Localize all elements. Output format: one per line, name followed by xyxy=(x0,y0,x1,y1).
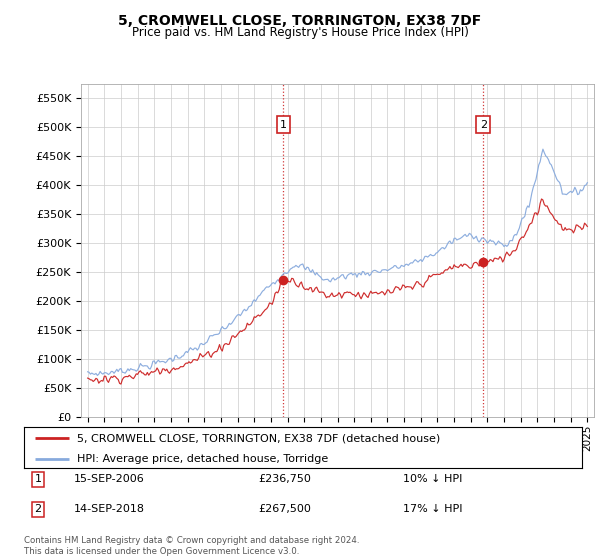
Text: 15-SEP-2006: 15-SEP-2006 xyxy=(74,474,145,484)
Text: 14-SEP-2018: 14-SEP-2018 xyxy=(74,504,145,514)
Text: 10% ↓ HPI: 10% ↓ HPI xyxy=(403,474,463,484)
Text: 2: 2 xyxy=(34,504,41,514)
Text: 2: 2 xyxy=(479,120,487,129)
Text: Contains HM Land Registry data © Crown copyright and database right 2024.
This d: Contains HM Land Registry data © Crown c… xyxy=(24,536,359,556)
Text: 5, CROMWELL CLOSE, TORRINGTON, EX38 7DF: 5, CROMWELL CLOSE, TORRINGTON, EX38 7DF xyxy=(118,14,482,28)
Text: £236,750: £236,750 xyxy=(259,474,311,484)
Text: 17% ↓ HPI: 17% ↓ HPI xyxy=(403,504,463,514)
Text: Price paid vs. HM Land Registry's House Price Index (HPI): Price paid vs. HM Land Registry's House … xyxy=(131,26,469,39)
Text: 1: 1 xyxy=(280,120,287,129)
Text: £267,500: £267,500 xyxy=(259,504,311,514)
Text: 5, CROMWELL CLOSE, TORRINGTON, EX38 7DF (detached house): 5, CROMWELL CLOSE, TORRINGTON, EX38 7DF … xyxy=(77,433,440,443)
Text: HPI: Average price, detached house, Torridge: HPI: Average price, detached house, Torr… xyxy=(77,454,328,464)
Text: 1: 1 xyxy=(34,474,41,484)
